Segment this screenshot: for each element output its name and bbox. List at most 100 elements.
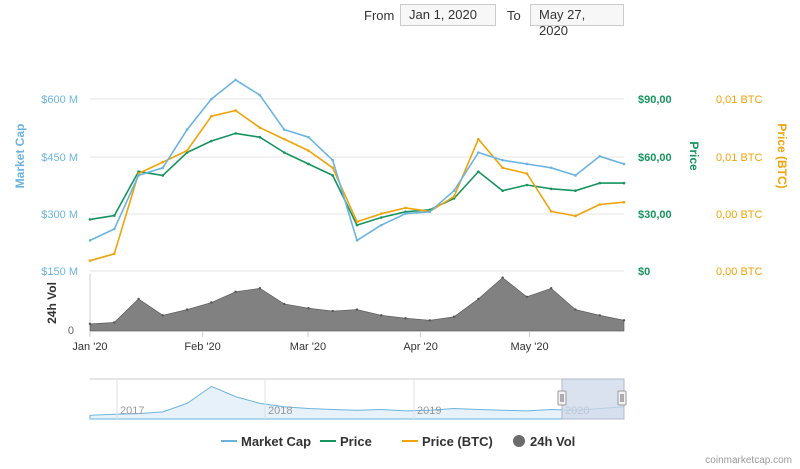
market-cap-point (622, 162, 626, 166)
price-btc-point (379, 212, 383, 215)
legend-item: Market Cap (241, 434, 311, 449)
volume-point (307, 307, 310, 310)
market-cap-point (185, 128, 189, 131)
volume-point (282, 302, 286, 306)
market-cap-point (331, 158, 335, 162)
volume-point (331, 309, 334, 313)
volume-point (428, 319, 432, 322)
volume-point (477, 297, 480, 301)
volume-point (88, 322, 92, 326)
price-point (622, 181, 626, 185)
price-btc-point (234, 109, 237, 112)
volume-point (380, 314, 383, 317)
x-tick-label: May '20 (510, 341, 548, 353)
price-btc-point (477, 137, 480, 141)
to-date-input[interactable]: May 27, 2020 (530, 4, 624, 38)
chart-credit: coinmarketcap.com (705, 455, 792, 466)
volume-tick-label: 0 (68, 325, 74, 337)
market-cap-point (598, 155, 602, 158)
price-btc-point (185, 149, 189, 152)
price-btc-point (282, 137, 286, 141)
price-btc-tick-label: 0,00 BTC (716, 209, 763, 221)
market-cap-point (88, 239, 92, 242)
price-tick-label: $90,00 (638, 94, 672, 106)
price-btc-point (112, 252, 116, 256)
price-btc-point (258, 126, 262, 129)
market-cap-point (282, 128, 286, 131)
price-btc-point (331, 166, 335, 170)
legend-symbol[interactable] (513, 435, 525, 447)
x-tick-label: Mar '20 (290, 341, 326, 353)
market-cap-point (452, 189, 456, 193)
to-label: To (507, 8, 521, 23)
volume-point (258, 287, 262, 290)
navigator-year-label: 2019 (417, 405, 441, 417)
price-point (282, 151, 286, 154)
volume-area (89, 277, 625, 332)
volume-point (549, 287, 553, 290)
market-cap-point (574, 174, 577, 177)
navigator-year-label: 2017 (120, 405, 144, 417)
price-btc-point (452, 195, 456, 198)
volume-point (234, 290, 237, 294)
x-tick-label: Feb '20 (184, 341, 220, 353)
volume-point (185, 308, 189, 311)
volume-point (525, 295, 529, 298)
volume-point (598, 314, 601, 317)
x-tick-label: Apr '20 (403, 341, 438, 353)
price-line (89, 132, 624, 226)
price-point (501, 189, 504, 193)
price-btc-point (355, 220, 359, 223)
price-point (598, 181, 602, 185)
price-btc-point (210, 114, 213, 118)
navigator-selection[interactable] (561, 378, 625, 420)
price-btc-point (161, 160, 165, 164)
navigator-year-label: 2018 (268, 405, 292, 417)
volume-point (622, 319, 626, 322)
price-point (185, 151, 189, 154)
volume-axis-title: 24h Vol (45, 282, 59, 324)
market-cap-point (428, 210, 432, 214)
market-cap-point (549, 166, 553, 170)
market-cap-point (234, 78, 237, 82)
x-tick-label: Jan '20 (72, 341, 107, 353)
market-cap-point (161, 166, 165, 170)
market-cap-point (525, 162, 529, 166)
price-point (404, 210, 407, 214)
price-point (355, 223, 359, 227)
volume-point (210, 301, 213, 304)
price-btc-tick-label: 0,01 BTC (716, 152, 763, 164)
market-cap-point (404, 212, 407, 215)
market-cap-point (501, 158, 504, 162)
price-point (112, 214, 116, 217)
navigator-left-handle[interactable] (557, 390, 567, 406)
price-tick-label: $0 (638, 266, 650, 278)
market-cap-point (210, 97, 213, 101)
volume-point (137, 297, 140, 301)
market-cap-tick-label: $600 M (41, 94, 78, 106)
price-btc-point (622, 200, 626, 204)
navigator-series (89, 385, 625, 420)
price-point (525, 183, 529, 187)
price-point (88, 218, 92, 221)
price-point (258, 135, 262, 139)
volume-point (355, 308, 359, 311)
market-cap-tick-label: $450 M (41, 152, 78, 164)
price-btc-point (525, 172, 529, 175)
market-cap-axis-title: Market Cap (13, 124, 27, 189)
price-tick-label: $60,00 (638, 152, 672, 164)
price-btc-point (88, 259, 92, 262)
price-btc-point (501, 166, 504, 170)
price-btc-tick-label: 0,00 BTC (716, 266, 763, 278)
price-point (549, 187, 553, 191)
market-cap-point (307, 135, 310, 139)
legend-item: 24h Vol (530, 434, 575, 449)
price-point (307, 162, 310, 166)
price-point (234, 132, 237, 135)
navigator-right-handle[interactable] (617, 390, 627, 406)
market-cap-point (355, 239, 359, 242)
price-btc-point (404, 206, 407, 210)
price-point (379, 216, 383, 219)
from-date-input[interactable]: Jan 1, 2020 (400, 4, 496, 26)
